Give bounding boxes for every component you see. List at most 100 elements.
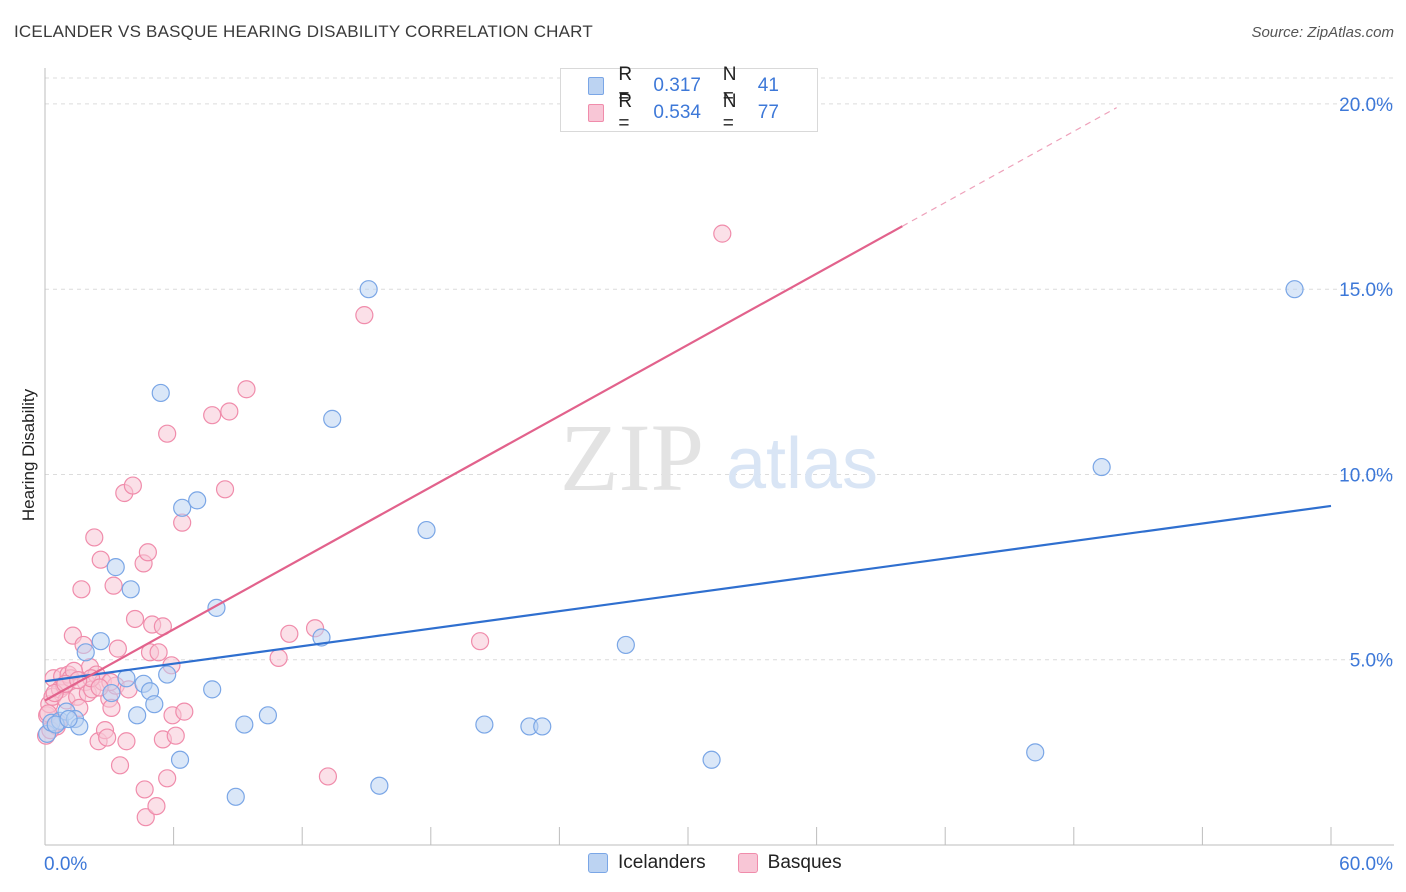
basque-point [158,769,177,788]
basque-point [123,476,142,495]
bottom-legend-swatch-icelanders [588,853,608,873]
basque-point [135,780,154,799]
icelander-point [417,520,436,540]
basque-point [104,576,123,595]
gridlines [45,77,1394,661]
basque-trend-line [44,225,903,702]
icelander-point [151,383,170,403]
legend-r-value: 0.317 [653,75,701,96]
icelander-point [1026,743,1045,762]
icelander-point [158,665,177,684]
icelander-point [145,695,164,714]
icelander-point [312,628,331,647]
y-tick-label: 20.0% [1339,95,1393,116]
source-label: Source: ZipAtlas.com [1251,24,1394,41]
chart-title: ICELANDER VS BASQUE HEARING DISABILITY C… [14,22,593,41]
legend-n-label: N = [722,91,737,134]
basque-point [215,480,235,499]
basque-point [158,424,177,443]
legend-r-label: R = [618,91,633,134]
basque-point [269,648,288,667]
bottom-legend-swatch-basques [737,853,758,873]
basque-point [713,224,732,243]
x-tick-label: 0.0% [44,854,87,875]
icelander-point [102,683,121,703]
icelander-point [106,558,125,577]
bottom-legend-icelanders: Icelanders [588,852,706,874]
basque-points [36,224,732,827]
basque-point [280,624,299,643]
icelander-point [475,715,494,734]
bottom-legend-basques: Basques [737,852,842,874]
basque-point [125,609,145,629]
basque-point [117,732,136,751]
axes [44,68,1394,846]
x-tick-label: 60.0% [1339,854,1393,875]
basque-trend-extension [902,107,1117,227]
bottom-legend-label-icelanders: Icelanders [618,852,706,873]
basque-point [98,728,117,747]
basque-point [85,528,104,547]
icelander-point [1092,457,1111,477]
icelander-point [323,409,342,428]
icelander-point [76,643,95,662]
bottom-legend-label-basques: Basques [767,852,842,873]
icelander-point [128,706,147,725]
basque-point [355,306,374,325]
basque-point [110,756,130,775]
icelander-point [188,491,207,510]
legend-row-icelanders: R = 0.317 N = 41 [561,64,817,107]
icelander-point [226,787,245,806]
legend-n-value: 77 [757,102,779,123]
icelander-point [203,680,222,699]
watermark-zip: ZIP [560,404,704,511]
icelander-point [1285,280,1304,299]
trend-lines [44,107,1332,702]
icelander-point [533,717,552,736]
icelander-points [38,280,1304,806]
basque-point [203,406,222,425]
legend: R = 0.317 N = 41 R = 0.534 N = 77 [560,64,818,134]
legend-swatch-icelanders [588,77,605,95]
basque-point [108,639,127,658]
basque-point [147,796,166,816]
legend-n-value: 41 [757,75,779,96]
icelander-point [235,715,254,734]
icelander-point [359,280,378,299]
y-axis-label: Hearing Disability [19,388,38,521]
legend-r-label: R = [618,64,633,107]
basque-point [237,380,256,399]
icelander-point [616,635,635,655]
basque-point [91,550,110,569]
basque-point [175,702,194,721]
icelander-point [117,669,136,688]
basque-point [470,632,490,651]
watermark: ZIP atlas [560,404,878,511]
y-tick-label: 15.0% [1339,280,1393,301]
icelander-point [91,632,110,651]
bottom-legend: Icelanders Basques [588,852,874,874]
icelander-point [170,750,190,769]
icelander-point [370,776,389,795]
y-tick-label: 5.0% [1350,651,1393,672]
legend-r-value: 0.534 [653,102,701,123]
icelander-point [258,706,278,725]
basque-point [136,808,155,827]
icelander-point [173,498,192,517]
icelander-point [121,580,140,599]
basque-point [72,580,91,599]
icelander-trend-line [44,504,1332,683]
legend-row-basques: R = 0.534 N = 77 [561,91,817,134]
icelander-point [702,750,721,769]
basque-point [220,402,239,421]
legend-n-label: N = [722,64,737,107]
basque-point [166,726,185,745]
basque-point [138,543,157,562]
tick-labels: 5.0% 10.0% 15.0% 20.0% 0.0% 60.0% [44,95,1393,875]
basque-point [318,767,338,786]
y-tick-label: 10.0% [1339,465,1393,486]
basque-point [149,643,168,662]
legend-swatch-basques [588,104,605,122]
watermark-atlas: atlas [726,424,878,504]
